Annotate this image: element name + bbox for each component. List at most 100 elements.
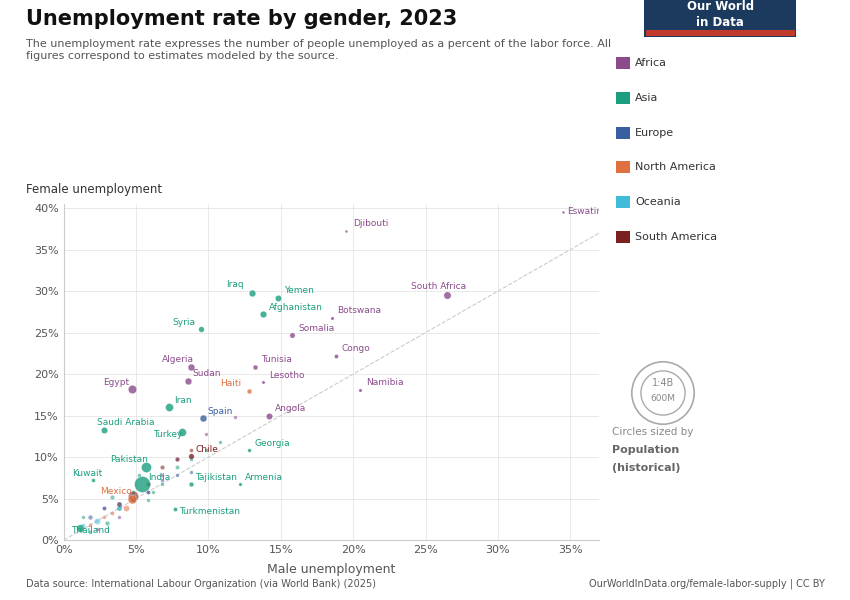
Point (184, 454, 198, 463)
Text: Syria: Syria (173, 318, 196, 327)
Point (76, 520, 89, 530)
Point (83, 512, 97, 521)
Text: Circles sized by: Circles sized by (612, 427, 694, 437)
Point (556, 208, 570, 217)
Text: Mexico: Mexico (100, 487, 132, 496)
Text: Europe: Europe (635, 128, 674, 137)
Point (141, 487, 155, 497)
Text: Afghanistan: Afghanistan (269, 303, 323, 312)
Text: Iraq: Iraq (226, 280, 243, 289)
Point (213, 437, 227, 447)
Text: The unemployment rate expresses the number of people unemployed as a percent of : The unemployment rate expresses the numb… (26, 39, 610, 61)
Point (125, 384, 139, 394)
Text: India: India (148, 473, 170, 482)
Point (127, 496, 140, 505)
Point (127, 491, 140, 501)
Text: Data source: International Labour Organization (via World Bank) (2025): Data source: International Labour Organi… (26, 579, 376, 589)
Point (156, 470, 169, 480)
Point (127, 496, 140, 505)
Point (257, 377, 270, 387)
Text: Tajikistan: Tajikistan (196, 473, 237, 482)
Text: South Africa: South Africa (411, 282, 467, 291)
Point (168, 505, 182, 514)
Point (119, 503, 133, 513)
Point (112, 500, 126, 509)
Text: Namibia: Namibia (366, 379, 404, 388)
Point (325, 313, 338, 322)
Text: Algeria: Algeria (162, 355, 194, 364)
Point (86, 475, 99, 485)
Text: Turkmenistan: Turkmenistan (179, 507, 241, 516)
Point (83, 527, 97, 536)
Text: 1:4B: 1:4B (652, 377, 674, 388)
Point (440, 290, 454, 300)
Point (90, 524, 104, 534)
Point (112, 500, 126, 509)
Point (170, 462, 184, 472)
Point (156, 479, 169, 488)
Point (162, 403, 176, 412)
Text: Africa: Africa (635, 58, 667, 68)
Point (199, 429, 212, 439)
Point (170, 454, 184, 463)
Point (105, 508, 118, 517)
Text: Congo: Congo (342, 344, 371, 353)
Text: Sudan: Sudan (193, 369, 221, 378)
Point (184, 467, 198, 477)
Text: Female unemployment: Female unemployment (26, 183, 162, 196)
Text: Djibouti: Djibouti (354, 219, 388, 228)
Point (98, 503, 111, 513)
Text: Yemen: Yemen (284, 286, 314, 295)
Point (271, 293, 285, 302)
Point (184, 451, 198, 461)
Point (73, 524, 87, 533)
Point (141, 496, 155, 505)
Point (245, 288, 258, 298)
Point (234, 479, 247, 489)
Text: OurWorldInData.org/female-labor-supply | CC BY: OurWorldInData.org/female-labor-supply |… (588, 578, 824, 589)
Point (112, 512, 126, 521)
Point (181, 376, 195, 386)
Text: Population: Population (612, 445, 679, 455)
Point (184, 446, 198, 455)
Point (242, 446, 256, 455)
Point (105, 492, 118, 502)
Point (184, 479, 198, 489)
X-axis label: Male unemployment: Male unemployment (267, 563, 396, 576)
Point (286, 330, 299, 340)
Point (147, 487, 161, 497)
Point (354, 385, 367, 395)
Point (90, 516, 104, 526)
Text: Lesotho: Lesotho (269, 371, 305, 380)
Point (170, 470, 184, 480)
Point (135, 479, 149, 489)
Point (83, 520, 97, 530)
Point (100, 518, 114, 528)
Text: Armenia: Armenia (245, 473, 283, 482)
Point (112, 503, 126, 513)
Text: Saudi Arabia: Saudi Arabia (97, 418, 155, 427)
Point (257, 310, 270, 319)
Text: Angola: Angola (275, 404, 306, 413)
Text: in Data: in Data (696, 16, 745, 29)
Point (248, 362, 262, 371)
Text: South America: South America (635, 232, 717, 242)
Point (329, 351, 343, 361)
Text: Tunisia: Tunisia (261, 355, 292, 364)
Point (199, 446, 212, 455)
Point (112, 503, 126, 513)
Point (133, 470, 146, 480)
Text: Chile: Chile (196, 445, 218, 454)
Text: Asia: Asia (635, 93, 658, 103)
Point (242, 386, 256, 395)
Text: Spain: Spain (207, 407, 232, 416)
Text: Oceania: Oceania (635, 197, 681, 207)
Point (127, 487, 140, 497)
Text: 600M: 600M (650, 394, 676, 403)
Text: Pakistan: Pakistan (110, 455, 148, 464)
Point (76, 512, 89, 521)
Point (98, 425, 111, 435)
Point (176, 427, 190, 437)
Text: Kuwait: Kuwait (72, 469, 103, 478)
Text: Our World: Our World (687, 0, 754, 13)
